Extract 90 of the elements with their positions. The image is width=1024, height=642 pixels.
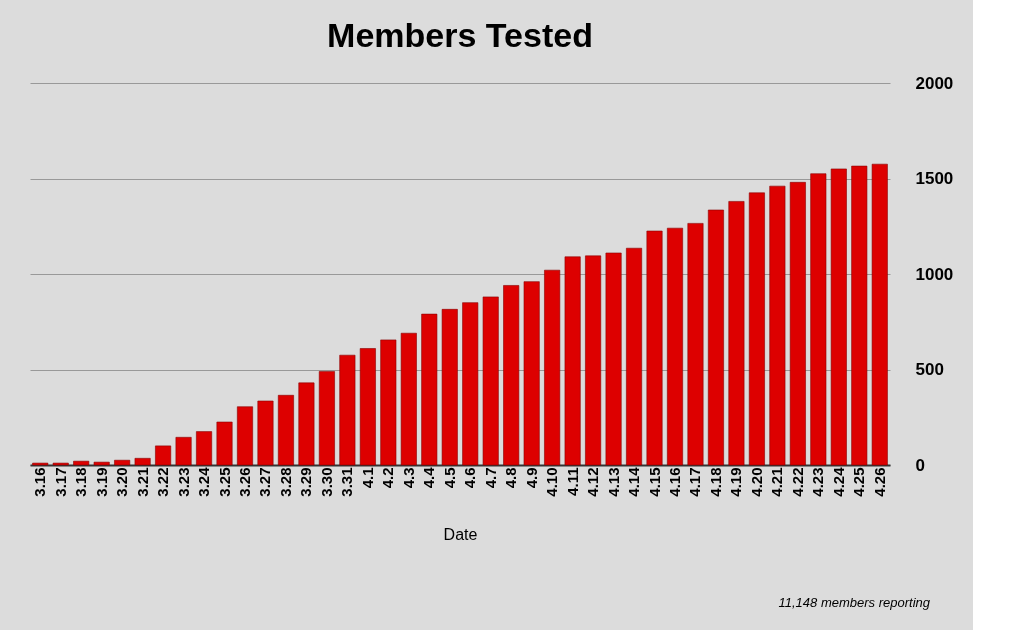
bar (646, 230, 663, 466)
bar (216, 421, 233, 466)
bar (748, 192, 765, 466)
bar (380, 339, 397, 466)
bar (359, 348, 376, 466)
y-tick-label: 500 (915, 360, 944, 379)
bar (462, 302, 479, 466)
x-tick-label: 4.8 (502, 467, 520, 489)
x-tick-label: 4.3 (399, 467, 417, 489)
x-tick-label: 3.22 (154, 467, 172, 497)
x-tick-label: 4.16 (666, 467, 683, 497)
y-tick-label: 0 (915, 455, 925, 475)
text: 11,148 members reporting (778, 595, 931, 610)
x-tick-label: 4.17 (686, 467, 704, 497)
bar (667, 227, 683, 466)
x-tick-label: 3.16 (31, 467, 49, 497)
x-tick-label: 4.5 (440, 467, 458, 489)
x-tick-label: 3.27 (256, 467, 274, 497)
x-tick-label: 4.13 (604, 467, 622, 497)
x-tick-label: 4.7 (481, 467, 499, 489)
x-tick-label: 3.29 (297, 467, 315, 497)
x-tick-label: 3.23 (174, 467, 192, 497)
x-tick-label: 3.28 (276, 467, 294, 497)
bar (196, 431, 213, 466)
bar (421, 313, 438, 466)
bar (318, 371, 335, 466)
bar (769, 185, 786, 466)
bar (339, 354, 356, 466)
x-tick-label: 3.24 (195, 466, 213, 497)
x-tick-label: 4.2 (379, 467, 397, 489)
x-tick-label: 4.11 (563, 467, 581, 496)
x-tick-label: 4.26 (870, 467, 888, 497)
bar (871, 163, 888, 466)
bar (73, 460, 90, 466)
bar (789, 182, 806, 466)
bar (605, 252, 622, 466)
x-tick-label: 4.15 (645, 467, 663, 497)
bar (728, 201, 745, 466)
bar (585, 255, 602, 466)
bar (851, 165, 868, 466)
y-tick-label: 1000 (915, 264, 954, 284)
bar (626, 247, 643, 466)
y-tick-label: 2000 (915, 73, 954, 93)
x-axis-title: Date (443, 525, 478, 543)
x-tick-label: 4.25 (850, 467, 868, 497)
x-tick-label: 4.23 (809, 467, 827, 497)
x-tick-label: 4.14 (625, 466, 643, 497)
bar (707, 209, 724, 466)
x-tick-label: 3.31 (338, 467, 356, 497)
bar (298, 382, 315, 466)
x-tick-label: 3.17 (51, 467, 69, 497)
bar (134, 458, 151, 466)
bar (114, 459, 131, 466)
x-tick-label: 3.21 (133, 467, 151, 497)
x-tick-label: 4.6 (461, 467, 479, 489)
bar (523, 281, 540, 466)
y-tick-label: 1500 (915, 169, 954, 188)
bar (155, 445, 172, 466)
x-tick-label: 4.12 (584, 467, 602, 497)
x-tick-label: 4.22 (788, 467, 806, 497)
bar (503, 285, 520, 466)
x-tick-label: 3.19 (92, 467, 110, 497)
x-tick-label: 4.1 (358, 467, 376, 489)
x-tick-label: 4.20 (747, 467, 765, 497)
bar (564, 256, 581, 466)
x-tick-label: 4.9 (522, 467, 540, 489)
bar (482, 296, 499, 466)
bar (687, 223, 704, 466)
bar (257, 400, 274, 466)
bar (441, 309, 458, 466)
x-tick-label: 3.30 (317, 467, 335, 497)
x-tick-label: 4.24 (829, 466, 847, 497)
x-tick-label: 4.4 (420, 466, 438, 489)
bar (400, 332, 417, 466)
x-tick-label: 4.19 (727, 467, 745, 497)
bar (810, 173, 827, 466)
bar (93, 461, 110, 466)
x-tick-label: 4.21 (768, 467, 786, 497)
bar (544, 269, 561, 466)
x-tick-label: 3.25 (215, 467, 233, 497)
bar (277, 394, 294, 466)
x-tick-label: 4.10 (543, 467, 561, 497)
bar (175, 437, 192, 466)
x-tick-label: 3.26 (236, 467, 253, 497)
chart-title: Members Tested (327, 16, 593, 54)
x-tick-label: 3.18 (72, 467, 90, 497)
x-tick-label: 4.18 (706, 467, 724, 497)
bar (830, 168, 847, 466)
bar (237, 406, 253, 466)
x-tick-label: 3.20 (113, 467, 131, 497)
